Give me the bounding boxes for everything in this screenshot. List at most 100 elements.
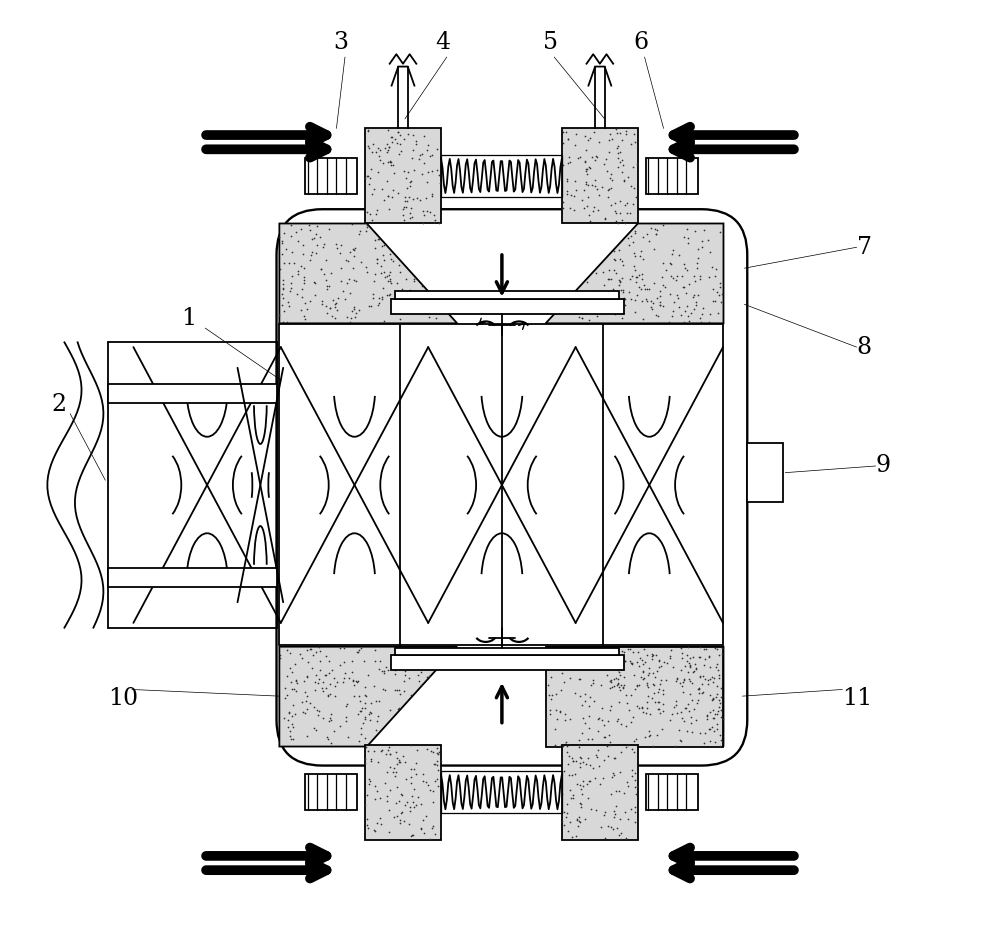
Point [655,278,671,293]
Point [353,721,369,736]
Point [616,677,632,692]
Point [615,650,631,665]
Point [676,229,692,244]
Point [612,273,628,288]
Point [571,738,587,753]
Point [710,305,726,320]
Bar [391,655,624,670]
Point [353,641,369,656]
Text: 10: 10 [108,688,138,710]
Point [320,689,336,704]
Point [404,209,420,224]
Point [680,309,696,324]
Point [283,675,299,690]
Point [425,795,441,810]
Point [301,217,317,232]
Point [286,681,302,696]
Point [543,670,559,685]
Point [284,244,300,260]
Point [555,157,571,172]
Point [366,182,382,197]
Point [661,315,677,330]
Point [293,302,309,318]
Point [681,655,697,670]
Point [578,756,594,771]
Point [307,683,323,698]
Point [585,283,601,299]
Point [302,294,318,309]
Point [332,657,348,672]
Point [312,653,328,669]
Point [582,161,598,176]
Point [314,294,330,309]
Point [613,825,629,841]
Point [682,658,698,673]
Point [380,123,396,138]
Point [578,176,594,191]
Point [689,695,705,710]
Point [694,306,710,321]
Point [609,714,625,729]
Point [678,700,694,715]
Point [663,257,679,272]
Point [279,643,295,658]
Point [284,268,300,283]
Point [614,310,630,325]
Point [295,705,311,720]
Point [369,251,385,266]
Point [555,125,571,140]
Point [346,248,362,263]
Point [608,214,624,229]
Point [708,660,724,675]
Point [568,658,584,673]
Point [415,767,431,782]
Point [586,200,602,215]
Point [372,653,388,669]
Point [586,294,602,309]
Point [594,180,610,195]
Point [406,273,422,288]
Point [627,815,643,830]
Point [403,761,419,776]
Point [348,305,364,320]
Point [639,648,655,663]
Point [382,702,398,717]
Point [377,140,393,155]
Point [628,270,644,285]
Point [591,710,607,726]
Point [389,683,405,698]
Point [571,310,587,325]
Point [559,796,575,811]
Point [418,190,434,205]
Point [694,676,710,691]
Point [282,728,298,744]
Point [389,136,405,151]
Point [688,662,704,677]
Point [606,750,622,766]
Point [360,124,376,139]
Point [708,689,724,705]
Point [612,668,628,683]
Point [608,121,624,136]
Point [598,151,614,166]
Point [620,779,636,794]
Point [403,769,419,785]
Point [276,710,292,726]
Point [572,671,588,687]
Point [389,750,405,766]
Point [564,750,580,766]
Point [408,136,424,151]
Point [596,278,612,293]
Point [293,259,309,274]
Point [338,709,354,725]
Point [323,706,339,721]
Point [617,216,633,231]
Point [584,178,600,193]
Point [686,268,702,283]
Point [371,290,387,305]
Point [373,744,389,759]
Point [338,252,354,267]
Point [552,739,568,754]
Point [625,645,641,660]
Point [644,689,660,705]
